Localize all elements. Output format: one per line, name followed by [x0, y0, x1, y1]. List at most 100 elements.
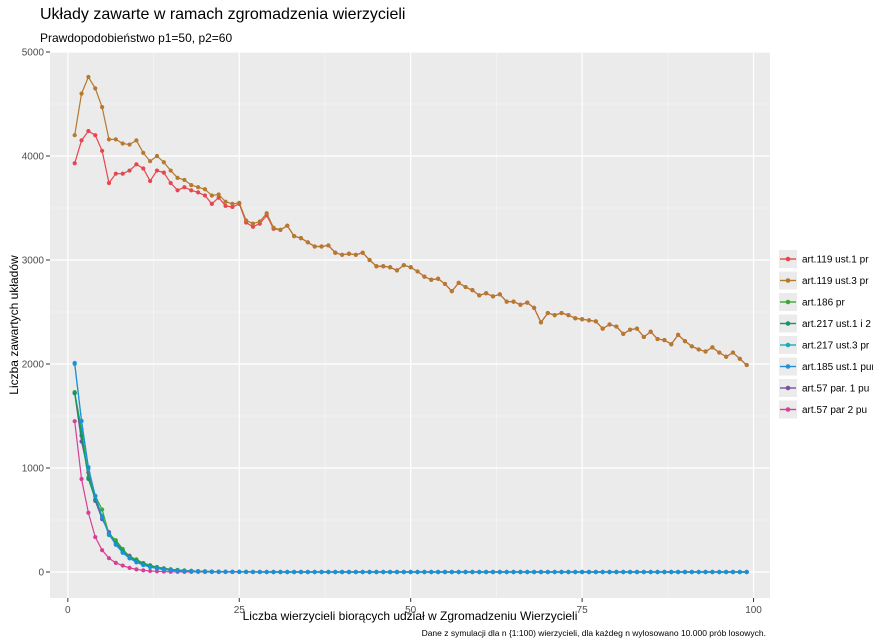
data-point — [634, 326, 640, 331]
plot-background — [50, 52, 770, 598]
data-point — [511, 299, 516, 304]
legend-item: art.119 ust.3 pr — [779, 271, 869, 290]
data-point — [442, 281, 448, 287]
data-point — [353, 252, 358, 257]
legend-item: art.119 ust.1 pr — [779, 250, 869, 268]
data-point — [285, 223, 290, 228]
data-point — [600, 569, 605, 575]
data-point — [422, 569, 427, 575]
data-point — [408, 265, 413, 270]
legend-marker — [785, 321, 791, 326]
data-point — [106, 531, 112, 536]
data-point — [477, 293, 482, 298]
data-point — [429, 569, 434, 575]
data-point — [703, 349, 708, 354]
data-point — [340, 569, 345, 575]
data-point — [422, 274, 427, 279]
data-point — [566, 569, 571, 575]
data-point — [374, 569, 379, 575]
data-point — [189, 188, 194, 193]
data-point — [682, 569, 688, 575]
data-point — [148, 159, 153, 164]
data-point — [614, 569, 619, 575]
data-point — [717, 350, 722, 355]
data-point — [86, 128, 91, 134]
data-point — [86, 510, 91, 515]
data-point — [456, 280, 461, 285]
data-point — [127, 142, 132, 147]
data-point — [86, 74, 91, 80]
data-point — [655, 569, 660, 575]
data-point — [196, 190, 201, 195]
data-point — [113, 171, 118, 176]
legend-marker — [785, 342, 791, 348]
data-point — [490, 569, 496, 575]
data-point — [662, 337, 667, 343]
data-point — [196, 185, 201, 190]
data-point — [600, 326, 605, 331]
data-point — [134, 567, 139, 572]
data-point — [175, 568, 180, 573]
legend-label: art.186 pr — [802, 298, 845, 309]
data-point — [621, 569, 626, 575]
data-point — [106, 556, 112, 561]
data-point — [209, 201, 214, 206]
data-point — [292, 233, 297, 239]
data-point — [408, 569, 413, 575]
chart-subtitle: Prawdopodobieństwo p1=50, p2=60 — [40, 31, 233, 45]
legend-item: art.217 ust.3 pr — [779, 336, 870, 354]
legend-label: art.217 ust.3 pr — [802, 341, 870, 352]
legend-item: art.186 pr — [779, 293, 845, 311]
data-point — [676, 569, 681, 575]
data-point — [477, 569, 482, 575]
data-point — [696, 569, 701, 575]
data-point — [552, 569, 557, 575]
x-tick-label: 0 — [65, 605, 71, 616]
data-point — [326, 569, 331, 575]
data-point — [394, 268, 400, 273]
data-point — [470, 569, 475, 575]
data-point — [134, 138, 139, 143]
data-point — [120, 550, 125, 555]
data-point — [580, 569, 585, 575]
data-point — [298, 236, 304, 241]
data-point — [730, 569, 736, 575]
data-point — [148, 178, 153, 184]
data-point — [244, 569, 249, 575]
data-point — [244, 218, 249, 223]
data-point — [278, 227, 283, 232]
y-axis-title: Liczba zawartych układów — [7, 255, 21, 395]
data-point — [532, 305, 537, 310]
data-point — [202, 569, 208, 574]
data-point — [161, 170, 166, 175]
data-point — [518, 302, 523, 307]
data-point — [573, 316, 578, 321]
data-point — [682, 339, 688, 344]
data-point — [141, 166, 146, 171]
data-point — [250, 221, 256, 226]
data-point — [394, 569, 400, 575]
data-point — [79, 138, 84, 143]
data-point — [257, 569, 262, 575]
data-point — [381, 264, 386, 269]
data-point — [237, 569, 242, 575]
data-point — [525, 569, 530, 575]
data-point — [100, 105, 105, 110]
data-point — [463, 284, 468, 290]
data-point — [463, 569, 468, 575]
data-point — [250, 224, 256, 229]
legend-item: art.57 par 2 pu — [779, 400, 867, 419]
data-point — [86, 476, 91, 481]
data-point — [449, 289, 454, 294]
data-point — [189, 183, 194, 188]
chart-caption: Dane z symulacji dla n {1:100) wierzycie… — [421, 628, 766, 638]
data-point — [641, 569, 646, 575]
data-point — [305, 569, 310, 575]
data-point — [710, 569, 715, 575]
data-point — [148, 568, 153, 574]
data-point — [106, 137, 112, 142]
data-point — [607, 569, 612, 575]
data-point — [182, 177, 187, 183]
data-point — [168, 180, 173, 186]
data-point — [744, 569, 749, 575]
